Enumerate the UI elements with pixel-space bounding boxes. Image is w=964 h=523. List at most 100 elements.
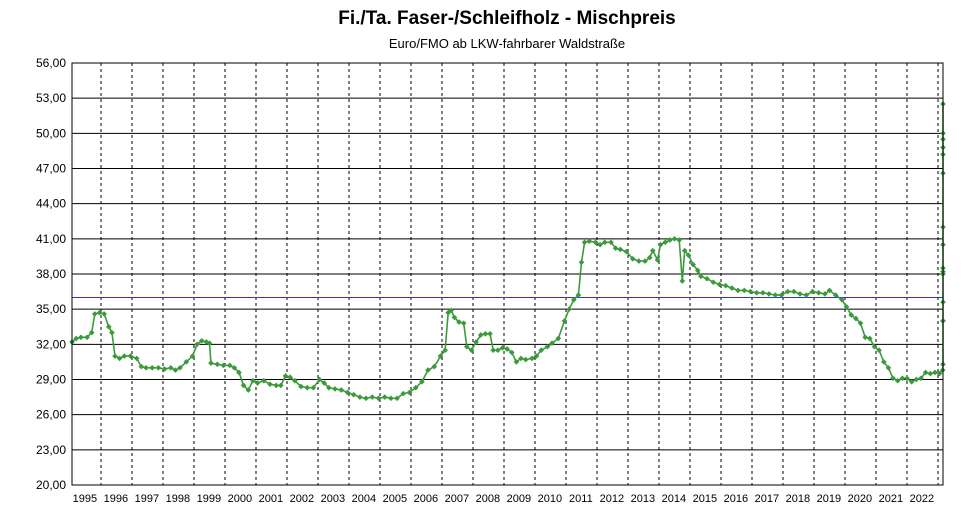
data-point bbox=[381, 394, 388, 400]
data-point bbox=[710, 279, 717, 286]
data-point bbox=[463, 343, 470, 350]
data-point bbox=[722, 282, 729, 289]
data-point bbox=[167, 364, 174, 371]
data-point bbox=[208, 360, 214, 366]
y-axis-tick-labels: 56,00 53,00 50,00 47,00 44,00 41,00 38,00 35,00… bbox=[36, 56, 66, 492]
data-point bbox=[254, 380, 261, 386]
data-point bbox=[287, 374, 293, 381]
x-tick-label: 2008 bbox=[476, 493, 500, 505]
x-tick-label: 2002 bbox=[290, 493, 314, 505]
data-point bbox=[375, 395, 382, 402]
data-point bbox=[899, 375, 906, 382]
data-point bbox=[273, 382, 280, 389]
data-point bbox=[890, 375, 896, 382]
data-point bbox=[400, 390, 407, 397]
data-point bbox=[747, 288, 754, 295]
y-tick-label: 20,00 bbox=[36, 478, 66, 492]
data-point bbox=[657, 241, 664, 248]
chart-title: Fi./Ta. Faser-/Schleifholz - Mischpreis bbox=[338, 8, 676, 29]
data-point bbox=[456, 319, 462, 325]
data-point bbox=[601, 239, 608, 246]
data-point bbox=[766, 291, 772, 297]
data-point bbox=[871, 343, 878, 350]
data-point bbox=[245, 387, 252, 393]
data-point bbox=[753, 289, 760, 296]
data-point bbox=[240, 382, 247, 389]
data-point bbox=[425, 367, 431, 373]
data-point bbox=[431, 363, 438, 370]
data-point bbox=[729, 285, 735, 291]
data-point bbox=[344, 389, 351, 396]
data-point bbox=[649, 247, 656, 254]
data-point bbox=[570, 296, 577, 303]
data-point bbox=[735, 287, 741, 294]
y-tick-label: 35,00 bbox=[36, 302, 66, 316]
x-tick-label: 2012 bbox=[600, 493, 624, 505]
horizontal-gridlines bbox=[72, 62, 943, 486]
data-point bbox=[316, 376, 323, 383]
data-point bbox=[468, 347, 475, 354]
data-point bbox=[592, 239, 599, 246]
data-point bbox=[803, 292, 810, 298]
data-point bbox=[932, 369, 938, 376]
data-point bbox=[760, 289, 766, 296]
x-tick-label: 2013 bbox=[631, 493, 655, 505]
data-point bbox=[194, 341, 200, 348]
data-point bbox=[885, 364, 892, 371]
data-point bbox=[862, 334, 869, 341]
data-point bbox=[226, 362, 233, 369]
data-point bbox=[88, 329, 95, 336]
data-point bbox=[419, 378, 425, 385]
data-point bbox=[442, 347, 448, 354]
x-tick-label: 2010 bbox=[538, 493, 562, 505]
data-point bbox=[198, 337, 205, 344]
data-point bbox=[857, 320, 864, 327]
data-point bbox=[681, 247, 688, 254]
data-point bbox=[73, 335, 80, 342]
data-point bbox=[617, 246, 624, 253]
data-point bbox=[298, 383, 304, 390]
data-point bbox=[112, 353, 118, 359]
plot-area-border bbox=[71, 62, 944, 486]
data-point bbox=[667, 237, 673, 243]
data-point bbox=[927, 370, 934, 377]
x-tick-label: 2014 bbox=[662, 493, 686, 505]
data-point bbox=[363, 395, 369, 402]
data-point bbox=[518, 355, 524, 362]
y-tick-label: 41,00 bbox=[36, 232, 66, 246]
data-point bbox=[839, 296, 845, 303]
data-point bbox=[149, 364, 156, 371]
data-point bbox=[555, 335, 562, 342]
data-point bbox=[822, 291, 828, 297]
y-tick-label: 23,00 bbox=[36, 443, 66, 457]
data-point bbox=[597, 241, 603, 248]
data-point bbox=[116, 355, 123, 362]
data-point bbox=[936, 370, 943, 377]
data-point bbox=[277, 382, 284, 389]
data-point bbox=[797, 291, 803, 297]
data-point bbox=[529, 355, 535, 362]
x-tick-label: 2007 bbox=[445, 493, 469, 505]
data-point bbox=[161, 366, 168, 372]
data-point bbox=[549, 340, 555, 347]
data-point bbox=[538, 347, 545, 354]
data-point bbox=[477, 332, 484, 338]
data-point bbox=[566, 306, 572, 313]
data-point bbox=[155, 364, 162, 371]
data-point bbox=[291, 377, 298, 384]
data-point bbox=[533, 353, 540, 359]
y-tick-label: 29,00 bbox=[36, 373, 66, 387]
data-point bbox=[904, 375, 910, 382]
data-point bbox=[357, 394, 363, 400]
data-point bbox=[778, 292, 785, 298]
data-point bbox=[214, 361, 221, 368]
data-point bbox=[922, 369, 929, 376]
data-point bbox=[282, 373, 289, 379]
data-point bbox=[260, 377, 267, 384]
data-point bbox=[690, 261, 696, 268]
data-point bbox=[121, 353, 128, 359]
data-point bbox=[508, 349, 515, 356]
data-point bbox=[679, 278, 686, 284]
data-point bbox=[78, 334, 84, 341]
data-point bbox=[848, 312, 855, 318]
